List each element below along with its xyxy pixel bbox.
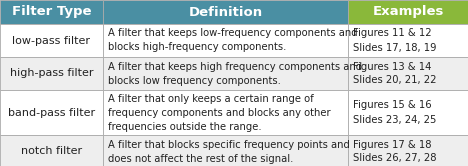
- Text: A filter that blocks specific frequency points and
does not affect the rest of t: A filter that blocks specific frequency …: [108, 139, 350, 164]
- Bar: [348, 24, 468, 57]
- Text: Definition: Definition: [189, 5, 263, 18]
- Bar: [0, 0, 103, 24]
- Text: A filter that only keeps a certain range of
frequency components and blocks any : A filter that only keeps a certain range…: [108, 93, 330, 131]
- Text: Figures 17 & 18
Slides 26, 27, 28: Figures 17 & 18 Slides 26, 27, 28: [353, 139, 437, 164]
- Bar: [0, 90, 103, 135]
- Bar: [348, 57, 468, 90]
- Bar: [0, 135, 103, 166]
- Bar: [103, 24, 348, 57]
- Bar: [103, 90, 348, 135]
- Text: A filter that keeps low-frequency components and
blocks high-frequency component: A filter that keeps low-frequency compon…: [108, 29, 358, 52]
- Bar: [0, 57, 103, 90]
- Bar: [348, 90, 468, 135]
- Bar: [103, 57, 348, 90]
- Text: Examples: Examples: [373, 5, 444, 18]
- Text: Figures 13 & 14
Slides 20, 21, 22: Figures 13 & 14 Slides 20, 21, 22: [353, 61, 437, 85]
- Text: band-pass filter: band-pass filter: [8, 108, 95, 118]
- Bar: [348, 135, 468, 166]
- Text: notch filter: notch filter: [21, 147, 82, 157]
- Text: Filter Type: Filter Type: [12, 5, 91, 18]
- Text: A filter that keeps high frequency components and
blocks low frequency component: A filter that keeps high frequency compo…: [108, 61, 362, 85]
- Text: low-pass filter: low-pass filter: [13, 36, 90, 45]
- Bar: [103, 135, 348, 166]
- Bar: [0, 24, 103, 57]
- Bar: [348, 0, 468, 24]
- Text: Figures 11 & 12
Slides 17, 18, 19: Figures 11 & 12 Slides 17, 18, 19: [353, 29, 437, 52]
- Text: Figures 15 & 16
Slides 23, 24, 25: Figures 15 & 16 Slides 23, 24, 25: [353, 100, 436, 124]
- Text: high-pass filter: high-pass filter: [10, 69, 93, 79]
- Bar: [103, 0, 348, 24]
